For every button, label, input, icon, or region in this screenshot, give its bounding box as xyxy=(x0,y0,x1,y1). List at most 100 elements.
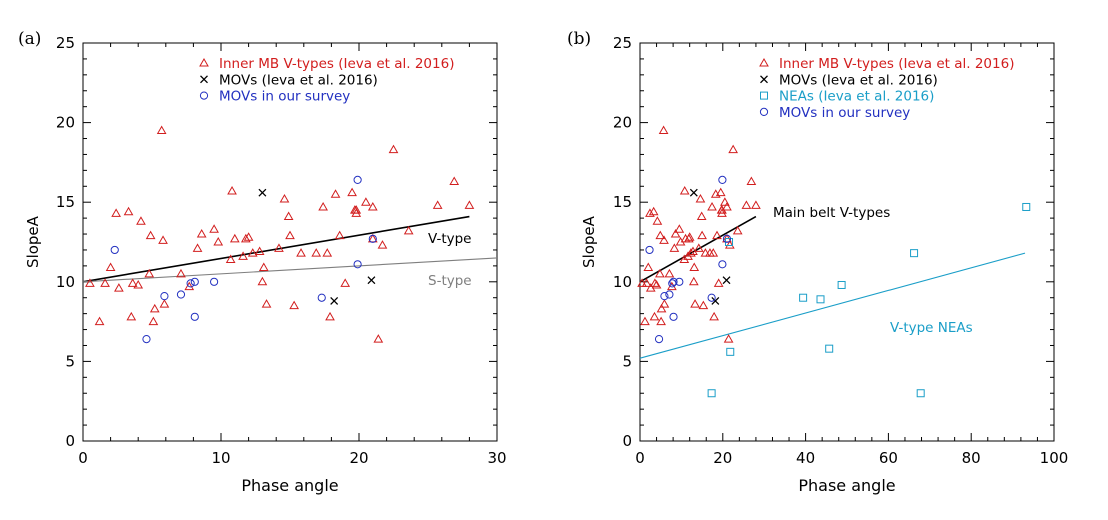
data-point xyxy=(670,229,681,238)
data-point xyxy=(697,230,707,240)
data-point xyxy=(718,260,727,269)
data-point xyxy=(741,200,752,209)
legend: Inner MB V-types (Ieva et al. 2016)MOVs … xyxy=(759,56,1014,121)
legend-entry: MOVs in our survey xyxy=(219,89,350,105)
y-tick-label: 15 xyxy=(56,193,75,211)
data-point xyxy=(318,201,328,211)
data-point xyxy=(645,245,654,255)
data-point xyxy=(210,277,219,286)
x-tick-label: 80 xyxy=(962,449,981,467)
data-point xyxy=(225,254,236,264)
x-tick-label: 30 xyxy=(487,449,506,467)
y-axis-label: SlopeA xyxy=(24,215,42,268)
x-axis-label: Phase angle xyxy=(798,476,895,495)
x-tick-label: 60 xyxy=(879,449,898,467)
data-point xyxy=(710,189,721,198)
data-point xyxy=(679,186,690,195)
data-point xyxy=(100,278,110,287)
data-point xyxy=(669,243,680,252)
data-point xyxy=(649,311,660,321)
data-point xyxy=(229,233,240,243)
data-point xyxy=(283,211,294,221)
data-point xyxy=(184,281,195,291)
data-point xyxy=(711,296,720,305)
data-point xyxy=(254,246,265,256)
fit-line-label: Main belt V-types xyxy=(773,205,890,221)
legend-entry: MOVs (Ieva et al. 2016) xyxy=(779,72,938,88)
data-point xyxy=(713,278,724,287)
data-point xyxy=(664,268,675,278)
data-point xyxy=(296,248,306,257)
data-point xyxy=(751,200,761,209)
data-point xyxy=(377,240,388,249)
data-point xyxy=(728,144,739,154)
fit-line xyxy=(82,257,498,283)
data-point xyxy=(643,262,654,271)
data-point xyxy=(351,205,362,214)
data-point xyxy=(746,176,757,186)
x-tick-label: 20 xyxy=(349,449,368,467)
data-point xyxy=(656,316,666,326)
data-point xyxy=(641,278,652,287)
panel-b: 0 20 40 60 80 100 0 5 10 15 20 25 Phase angle SlopeA (… xyxy=(567,29,1068,495)
data-point xyxy=(837,280,846,289)
plot-frame xyxy=(639,42,1055,442)
data-point xyxy=(707,201,717,211)
data-point xyxy=(322,248,333,257)
data-point xyxy=(722,201,732,211)
data-point xyxy=(351,208,362,217)
data-point xyxy=(367,276,376,285)
legend-marker xyxy=(200,75,208,84)
legend-marker xyxy=(759,107,769,117)
data-point xyxy=(432,200,443,209)
x-tick-label: 20 xyxy=(713,449,732,467)
data-point xyxy=(227,186,237,195)
legend-marker xyxy=(199,57,209,67)
data-point xyxy=(654,335,664,344)
data-point xyxy=(724,240,735,249)
data-point xyxy=(149,303,160,313)
data-point xyxy=(688,276,699,286)
data-point xyxy=(658,125,669,135)
data-point xyxy=(722,276,731,285)
fit-line xyxy=(639,252,1026,359)
data-point xyxy=(650,278,660,287)
legend-entry: MOVs in our survey xyxy=(779,105,910,121)
legend-entry: MOVs (Ieva et al. 2016) xyxy=(219,72,378,88)
data-point xyxy=(353,175,362,185)
data-point xyxy=(361,197,371,206)
data-point xyxy=(368,234,377,243)
data-point xyxy=(816,295,825,304)
data-point xyxy=(289,300,300,310)
data-point xyxy=(145,230,156,240)
x-tick-label: 100 xyxy=(1040,449,1069,467)
data-point xyxy=(674,224,685,233)
data-point xyxy=(133,279,144,289)
data-point xyxy=(347,187,357,197)
data-point xyxy=(334,230,345,240)
panel-a: 0 10 20 30 0 5 10 15 20 25 Phase angle SlopeA (a) V-t… xyxy=(18,29,507,495)
data-point xyxy=(669,312,678,321)
series-square xyxy=(707,202,1031,398)
data-point xyxy=(367,233,378,243)
data-point xyxy=(689,188,698,197)
data-point xyxy=(126,311,137,321)
data-point xyxy=(916,389,925,398)
data-point xyxy=(825,344,834,353)
data-point xyxy=(373,334,384,343)
data-point xyxy=(111,208,121,217)
data-point xyxy=(686,248,696,257)
data-point xyxy=(659,235,669,244)
data-point xyxy=(209,224,219,233)
fit-line xyxy=(639,215,757,283)
data-point xyxy=(192,243,203,252)
data-point xyxy=(684,232,695,241)
data-point xyxy=(464,200,475,209)
data-point xyxy=(311,248,322,257)
x-tick-label: 0 xyxy=(635,449,645,467)
data-point xyxy=(723,334,734,343)
data-point xyxy=(190,312,199,321)
data-point xyxy=(388,144,399,154)
x-tick-label: 0 xyxy=(78,449,88,467)
y-tick-label: 5 xyxy=(65,352,75,370)
